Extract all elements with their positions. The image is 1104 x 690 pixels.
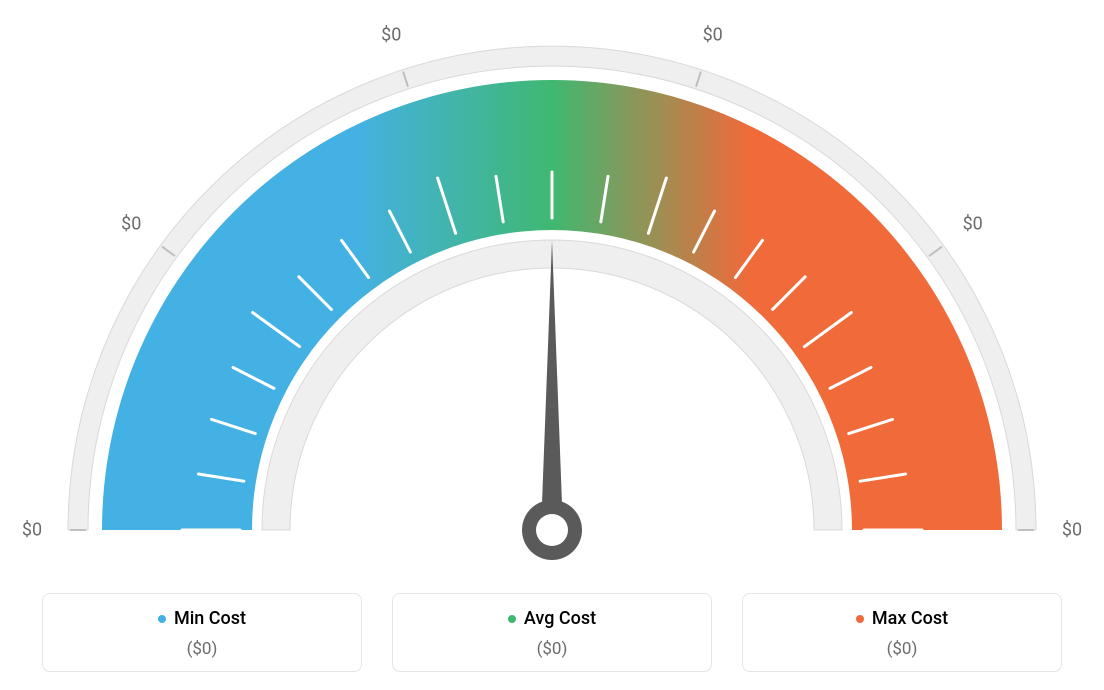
legend-title-min: Min Cost <box>158 608 246 629</box>
gauge-tick-label: $0 <box>1062 520 1082 541</box>
dot-icon <box>856 615 864 623</box>
gauge-tick-label: $0 <box>121 214 141 235</box>
legend-card-avg: Avg Cost ($0) <box>392 593 712 673</box>
legend-value: ($0) <box>403 639 701 659</box>
legend-value: ($0) <box>53 639 351 659</box>
dot-icon <box>158 615 166 623</box>
legend-value: ($0) <box>753 639 1051 659</box>
legend-label: Avg Cost <box>524 608 596 629</box>
legend-title-max: Max Cost <box>856 608 948 629</box>
gauge-tick-label: $0 <box>22 520 42 541</box>
dot-icon <box>508 615 516 623</box>
gauge-tick-label: $0 <box>963 214 983 235</box>
gauge-tick-label: $0 <box>703 25 723 46</box>
gauge-tick-label: $0 <box>381 25 401 46</box>
legend-label: Min Cost <box>174 608 246 629</box>
legend-row: Min Cost ($0) Avg Cost ($0) Max Cost ($0… <box>0 593 1104 673</box>
legend-title-avg: Avg Cost <box>508 608 596 629</box>
legend-label: Max Cost <box>872 608 948 629</box>
legend-card-max: Max Cost ($0) <box>742 593 1062 673</box>
gauge-chart: $0 $0 $0 $0 $0 $0 <box>0 0 1104 560</box>
gauge-svg <box>0 0 1104 560</box>
legend-card-min: Min Cost ($0) <box>42 593 362 673</box>
